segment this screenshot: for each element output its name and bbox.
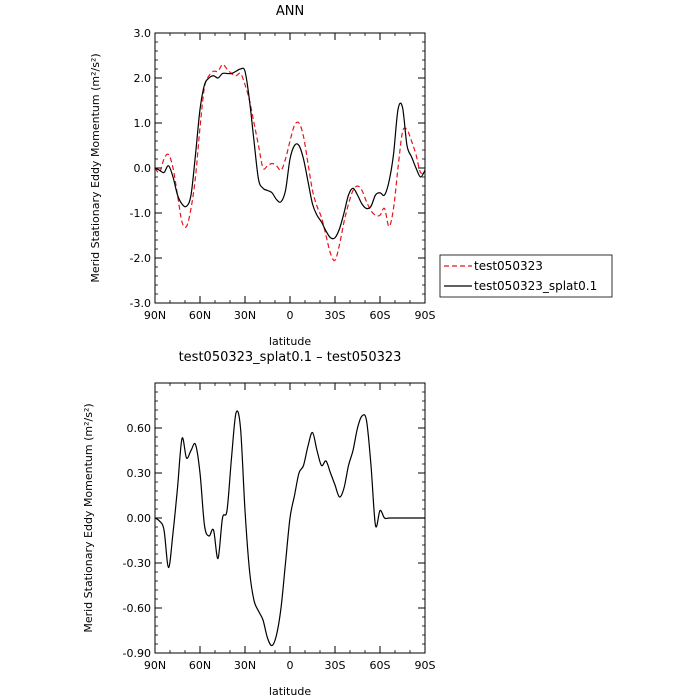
x-tick-label: 90S [415, 659, 436, 672]
x-tick-label: 90N [144, 309, 166, 322]
x-axis-label: latitude [269, 335, 311, 348]
axis-ticks: 90N 60N 30N 0 30S 60S 90S -3.0 -2.0 -1.0 0.0 1.0 2.0… [130, 27, 436, 322]
plot-frame [154, 382, 426, 654]
legend: test050323 test050323_splat0.1 [439, 254, 613, 298]
legend-label-test050323-splat: test050323_splat0.1 [474, 279, 597, 293]
series-line-test050323 [154, 63, 426, 262]
x-tick-label: 30S [325, 309, 346, 322]
x-axis-label: latitude [269, 685, 311, 698]
x-tick-label: 30N [234, 659, 256, 672]
x-tick-label: 60N [189, 659, 211, 672]
y-tick-label: -3.0 [130, 297, 151, 310]
series-line-test050323-splat0-1 [154, 67, 426, 240]
y-tick-label: 0.0 [134, 162, 152, 175]
chart-title: test050323_splat0.1 – test050323 [179, 350, 402, 365]
legend-label-test050323: test050323 [474, 259, 543, 273]
legend-box [439, 254, 613, 298]
series-lines [154, 410, 425, 647]
y-axis-label: Merid Stationary Eddy Momentum (m²/s²) [82, 403, 95, 632]
x-tick-label: 30S [325, 659, 346, 672]
y-tick-label: -0.60 [123, 602, 151, 615]
x-tick-label: 60S [370, 659, 391, 672]
y-axis-label: Merid Stationary Eddy Momentum (m²/s²) [89, 53, 102, 282]
series-lines [154, 63, 426, 262]
y-tick-label: 1.0 [134, 117, 152, 130]
x-tick-label: 0 [287, 659, 294, 672]
y-tick-label: -1.0 [130, 207, 151, 220]
x-tick-label: 60S [370, 309, 391, 322]
axis-ticks: 90N 60N 30N 0 30S 60S 90S -0.90 -0.60 -0.30 0.00 0.… [123, 382, 436, 672]
y-tick-label: 3.0 [134, 27, 152, 40]
y-tick-label: 2.0 [134, 72, 152, 85]
top-chart: ANN Merid Stationary Eddy Momentum (m²/s… [89, 4, 436, 348]
y-tick-label: -0.90 [123, 647, 151, 660]
y-tick-label: 0.30 [127, 467, 152, 480]
x-tick-label: 60N [189, 309, 211, 322]
plot-frame [154, 32, 426, 304]
x-tick-label: 90N [144, 659, 166, 672]
series-line-difference [154, 410, 425, 647]
bottom-chart: test050323_splat0.1 – test050323 Merid S… [82, 350, 436, 698]
y-tick-label: 0.60 [127, 422, 152, 435]
y-tick-label: -0.30 [123, 557, 151, 570]
x-tick-label: 0 [287, 309, 294, 322]
y-tick-label: 0.00 [127, 512, 152, 525]
x-tick-label: 90S [415, 309, 436, 322]
chart-title: ANN [276, 4, 304, 19]
y-tick-label: -2.0 [130, 252, 151, 265]
x-tick-label: 30N [234, 309, 256, 322]
